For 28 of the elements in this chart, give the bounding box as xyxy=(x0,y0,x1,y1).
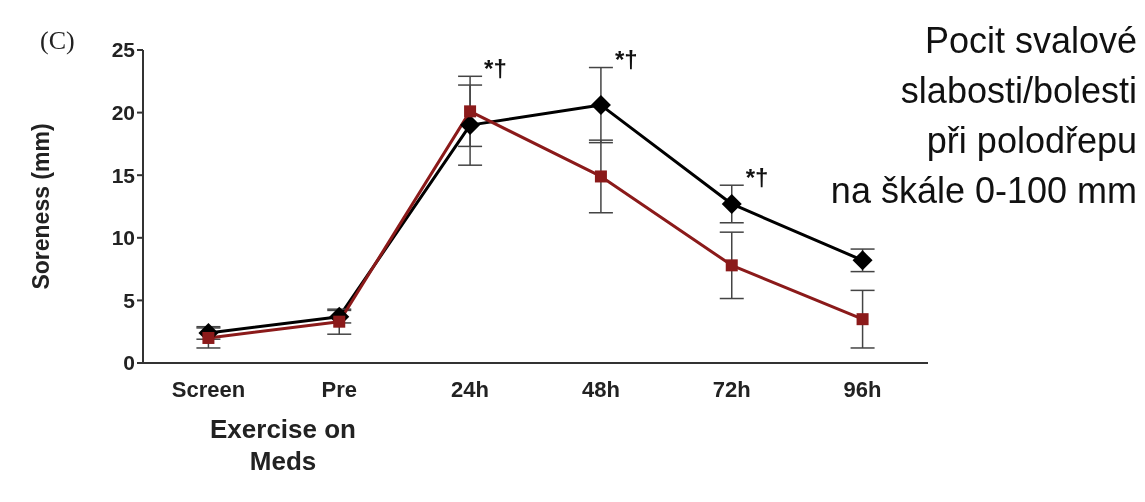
point xyxy=(333,315,346,328)
y-tick-label: 15 xyxy=(111,163,136,187)
annotation: *† xyxy=(614,46,638,74)
y-tick-label: 10 xyxy=(111,226,135,250)
point xyxy=(464,105,477,118)
point xyxy=(460,115,481,136)
annotation: Pocit svalové slabosti/bolesti při polodřepu na škále 0-100 mm xyxy=(830,19,1137,213)
y-tick-label: 0 xyxy=(123,351,135,375)
point xyxy=(725,259,738,272)
y-axis-title: Soreness (mm) xyxy=(28,123,55,290)
x-tick-label: 24h xyxy=(451,376,490,402)
annotation: *† xyxy=(484,54,507,82)
text: (C) xyxy=(40,26,75,56)
x-tick-label: Pre xyxy=(321,376,357,402)
x-tick-label: Screen xyxy=(171,376,246,402)
point xyxy=(856,313,869,326)
y-tick-label: 25 xyxy=(111,38,136,62)
point xyxy=(590,95,611,116)
y-tick-label: 5 xyxy=(123,288,136,312)
y-tick-label: 20 xyxy=(111,101,135,125)
x-tick-label: 96h xyxy=(843,376,882,402)
x-axis-title: Exercise on Meds xyxy=(209,413,357,477)
point xyxy=(594,170,607,183)
x-tick-label: 48h xyxy=(581,376,620,402)
annotation: *† xyxy=(745,163,769,191)
point xyxy=(721,194,742,214)
x-tick-label: 72h xyxy=(712,376,751,402)
point xyxy=(202,331,215,344)
